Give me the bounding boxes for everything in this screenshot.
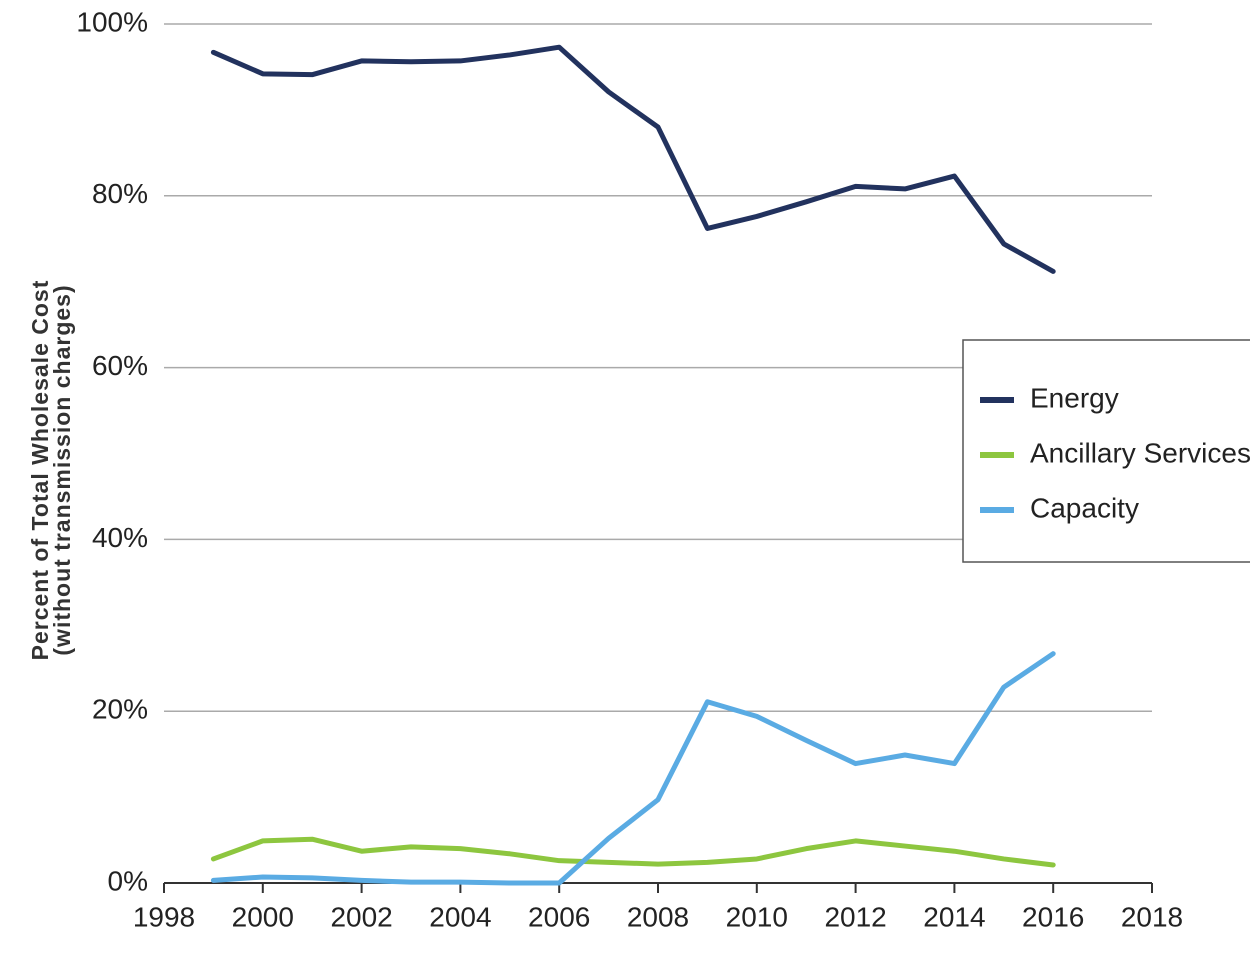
y-tick-label: 0% xyxy=(108,865,148,896)
legend-label: Ancillary Services xyxy=(1030,437,1250,468)
y-tick-label: 80% xyxy=(92,178,148,209)
x-tick-label: 2012 xyxy=(824,901,886,932)
legend-label: Capacity xyxy=(1030,492,1139,523)
x-tick-label: 1998 xyxy=(133,901,195,932)
y-axis-label: Percent of Total Wholesale Cost xyxy=(27,280,53,661)
y-tick-label: 60% xyxy=(92,350,148,381)
series-line xyxy=(210,836,1056,868)
x-tick-label: 2016 xyxy=(1022,901,1084,932)
y-tick-label: 20% xyxy=(92,694,148,725)
y-axis-title: Percent of Total Wholesale Cost (without… xyxy=(27,280,75,661)
x-tick-label: 2002 xyxy=(330,901,392,932)
x-tick-label: 2018 xyxy=(1121,901,1183,932)
x-tick-label: 2014 xyxy=(923,901,985,932)
y-tick-label: 40% xyxy=(92,522,148,553)
legend: Energy Ancillary Services Capacity xyxy=(962,339,1250,563)
series-line xyxy=(210,44,1056,274)
series-line xyxy=(210,651,1056,886)
legend-label: Energy xyxy=(1030,382,1119,413)
x-tick-label: 2010 xyxy=(726,901,788,932)
x-tick-label: 2008 xyxy=(627,901,689,932)
x-tick-label: 2006 xyxy=(528,901,590,932)
y-axis-label: (without transmission charges) xyxy=(49,284,75,655)
x-tick-label: 2000 xyxy=(232,901,294,932)
x-tick-label: 2004 xyxy=(429,901,491,932)
legend-box xyxy=(962,339,1250,563)
y-tick-label: 100% xyxy=(76,6,148,37)
